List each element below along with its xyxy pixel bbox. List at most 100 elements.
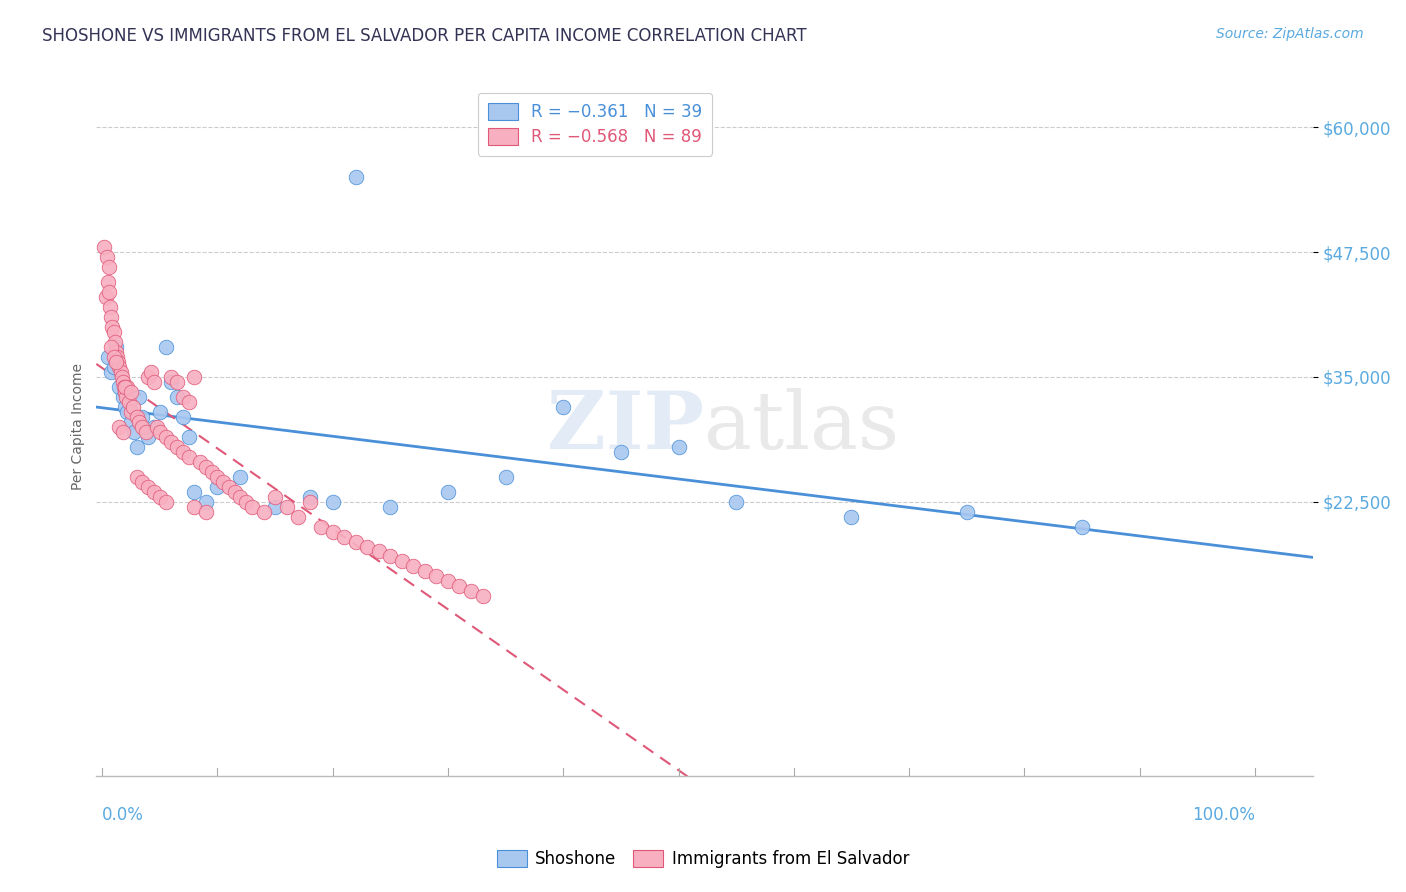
Point [114, 384, 136, 399]
Point [344, 534, 367, 549]
Point [155, 430, 177, 444]
Point [128, 390, 150, 404]
Point [177, 394, 200, 409]
Point [143, 375, 166, 389]
Point [149, 405, 172, 419]
Point [124, 425, 146, 439]
Point [110, 365, 132, 379]
Point [103, 350, 125, 364]
Point [298, 490, 321, 504]
Point [194, 505, 217, 519]
Point [115, 390, 138, 404]
Point [111, 390, 134, 404]
Point [322, 494, 344, 508]
Point [183, 369, 205, 384]
Point [136, 480, 159, 494]
Legend: Shoshone, Immigrants from El Salvador: Shoshone, Immigrants from El Salvador [491, 843, 915, 875]
Point [104, 355, 127, 369]
Point [391, 554, 413, 568]
Point [103, 325, 125, 339]
Point [94, 290, 117, 304]
Point [125, 409, 148, 424]
Point [212, 475, 235, 489]
Point [160, 434, 183, 449]
Point [155, 494, 177, 508]
Point [155, 340, 177, 354]
Point [172, 390, 194, 404]
Point [229, 490, 252, 504]
Point [194, 494, 217, 508]
Point [172, 444, 194, 458]
Point [120, 384, 142, 399]
Point [104, 334, 127, 349]
Point [120, 405, 142, 419]
Point [93, 240, 115, 254]
Point [125, 469, 148, 483]
Point [437, 484, 460, 499]
Point [956, 505, 979, 519]
Point [104, 340, 127, 354]
Point [188, 455, 211, 469]
Text: 100.0%: 100.0% [1192, 806, 1256, 824]
Text: ZIP: ZIP [547, 388, 704, 466]
Point [100, 365, 122, 379]
Point [344, 170, 367, 185]
Point [131, 409, 153, 424]
Point [101, 320, 124, 334]
Point [287, 509, 309, 524]
Point [98, 285, 121, 299]
Point [356, 540, 378, 554]
Point [264, 490, 287, 504]
Point [725, 494, 748, 508]
Point [183, 500, 205, 514]
Point [111, 425, 134, 439]
Point [333, 529, 356, 543]
Point [100, 310, 122, 324]
Text: Source: ZipAtlas.com: Source: ZipAtlas.com [1216, 27, 1364, 41]
Point [117, 380, 139, 394]
Point [149, 490, 172, 504]
Point [135, 425, 157, 439]
Point [105, 350, 128, 364]
Point [402, 559, 425, 574]
Point [207, 480, 229, 494]
Point [207, 469, 229, 483]
Point [98, 300, 121, 314]
Point [449, 579, 471, 593]
Point [100, 340, 122, 354]
Point [117, 394, 139, 409]
Point [201, 465, 224, 479]
Point [177, 430, 200, 444]
Point [112, 380, 135, 394]
Point [471, 590, 494, 604]
Point [172, 409, 194, 424]
Point [380, 549, 402, 564]
Point [194, 459, 217, 474]
Point [96, 250, 118, 264]
Point [122, 400, 145, 414]
Point [128, 415, 150, 429]
Point [495, 469, 517, 483]
Point [1071, 519, 1094, 533]
Text: SHOSHONE VS IMMIGRANTS FROM EL SALVADOR PER CAPITA INCOME CORRELATION CHART: SHOSHONE VS IMMIGRANTS FROM EL SALVADOR … [42, 27, 807, 45]
Point [160, 369, 183, 384]
Point [139, 365, 162, 379]
Point [264, 500, 287, 514]
Legend: R = −0.361   N = 39, R = −0.568   N = 89: R = −0.361 N = 39, R = −0.568 N = 89 [478, 93, 713, 156]
Point [146, 419, 169, 434]
Point [108, 419, 131, 434]
Point [298, 494, 321, 508]
Point [107, 355, 129, 369]
Point [425, 569, 447, 583]
Point [108, 380, 131, 394]
Point [218, 480, 240, 494]
Text: 0.0%: 0.0% [103, 806, 143, 824]
Point [111, 375, 134, 389]
Point [98, 260, 121, 274]
Point [668, 440, 690, 454]
Point [104, 344, 127, 359]
Point [367, 544, 389, 558]
Point [131, 475, 153, 489]
Point [229, 469, 252, 483]
Y-axis label: Per Capita Income: Per Capita Income [72, 363, 86, 491]
